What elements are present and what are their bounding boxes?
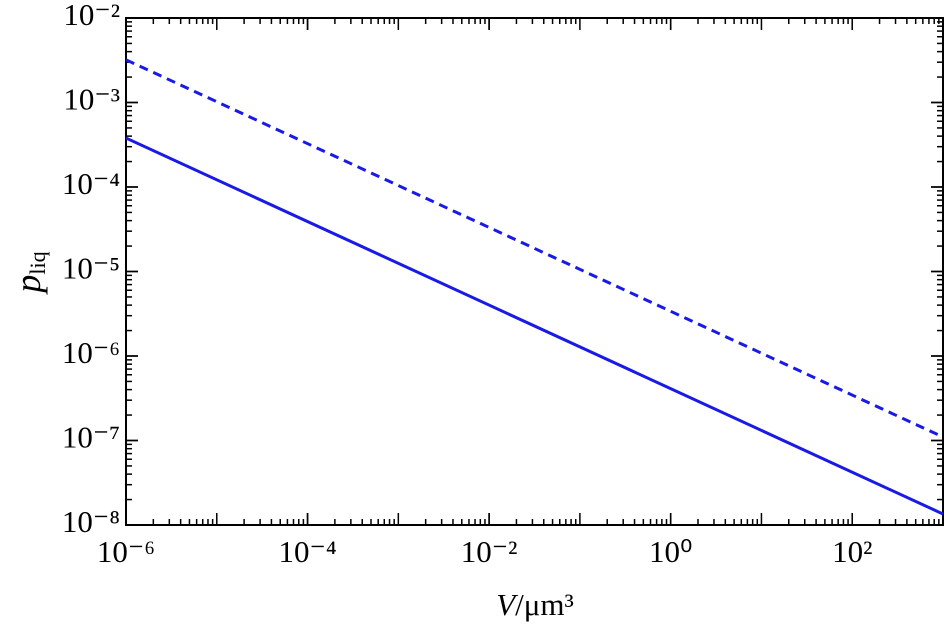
- y-tick-label: 10⁻⁶: [62, 335, 120, 370]
- plot-frame: [125, 17, 944, 526]
- x-tick-label: 10⁰: [649, 534, 692, 569]
- x-label-unit: /μm³: [515, 587, 574, 622]
- y-label-subscript: liq: [25, 251, 50, 274]
- data-line: [126, 136, 943, 516]
- x-tick-label: 10⁻⁶: [97, 534, 155, 569]
- x-tick-label: 10⁻⁴: [278, 534, 336, 569]
- y-tick-label: 10⁻³: [63, 82, 120, 117]
- data-line: [126, 58, 943, 439]
- y-axis-label: pliq: [8, 251, 50, 295]
- y-tick-label: 10⁻²: [63, 0, 120, 32]
- x-tick-label: 10²: [832, 534, 872, 569]
- y-tick-label: 10⁻⁷: [62, 420, 120, 455]
- y-tick-label: 10⁻⁵: [62, 251, 120, 286]
- y-label-symbol: p: [8, 275, 48, 296]
- y-tick-label: 10⁻⁸: [62, 504, 120, 539]
- x-tick-label: 10⁻²: [461, 534, 518, 569]
- y-tick-label: 10⁻⁴: [62, 166, 120, 201]
- x-axis-label: V/μm³: [496, 587, 574, 622]
- x-label-symbol: V: [496, 587, 518, 622]
